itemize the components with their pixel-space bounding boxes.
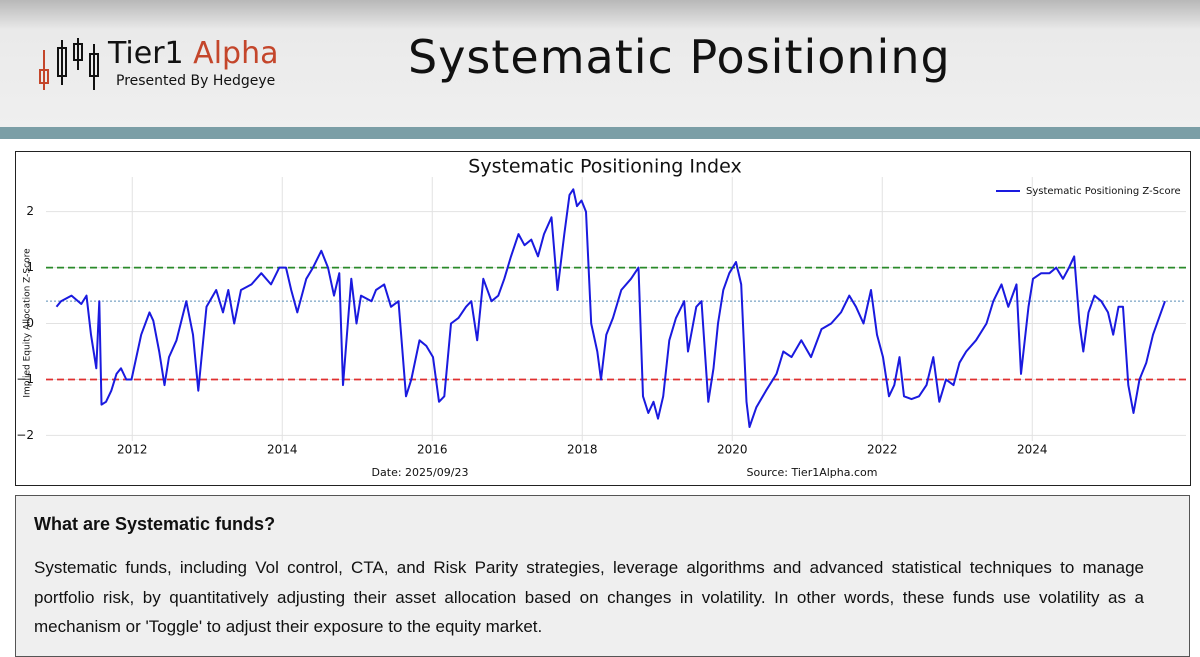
x-tick-label: 2024 — [1017, 443, 1048, 457]
divider — [0, 127, 1200, 139]
x-tick-label: 2022 — [867, 443, 898, 457]
logo-left: Tier1 — [108, 36, 184, 71]
source-note: Source: Tier1Alpha.com — [747, 466, 878, 479]
header: Tier1 Alpha Presented By Hedgeye Systema… — [0, 0, 1200, 127]
info-box: What are Systematic funds? Systematic fu… — [15, 495, 1190, 657]
info-body: Systematic funds, including Vol control,… — [34, 558, 1144, 636]
page-title: Systematic Positioning — [408, 30, 951, 84]
tagline: Presented By Hedgeye — [116, 73, 276, 89]
y-tick-label: 1 — [26, 260, 34, 274]
y-tick-label: 2 — [26, 204, 34, 218]
x-tick-label: 2014 — [267, 443, 298, 457]
date-note: Date: 2025/09/23 — [372, 466, 469, 479]
chart: Systematic Positioning Index Implied Equ… — [16, 156, 1186, 479]
x-tick-label: 2012 — [117, 443, 148, 457]
x-tick-label: 2020 — [717, 443, 748, 457]
info-heading: What are Systematic funds? — [34, 514, 276, 534]
chart-title: Systematic Positioning Index — [468, 156, 741, 178]
data-line — [55, 188, 1166, 428]
x-tick-label: 2018 — [567, 443, 598, 457]
y-tick-label: −1 — [16, 372, 34, 386]
x-tick-label: 2016 — [417, 443, 448, 457]
legend-label: Systematic Positioning Z-Score — [1026, 186, 1181, 197]
logo-text: Tier1 Alpha — [108, 36, 278, 71]
y-tick-label: −2 — [16, 428, 34, 442]
logo-right: Alpha — [193, 36, 279, 71]
logo-icon — [39, 38, 99, 90]
y-axis-label: Implied Equity Allocation Z-Score — [23, 248, 33, 398]
y-tick-label: 0 — [26, 316, 34, 330]
chart-panel: Systematic Positioning Index Implied Equ… — [15, 151, 1191, 486]
